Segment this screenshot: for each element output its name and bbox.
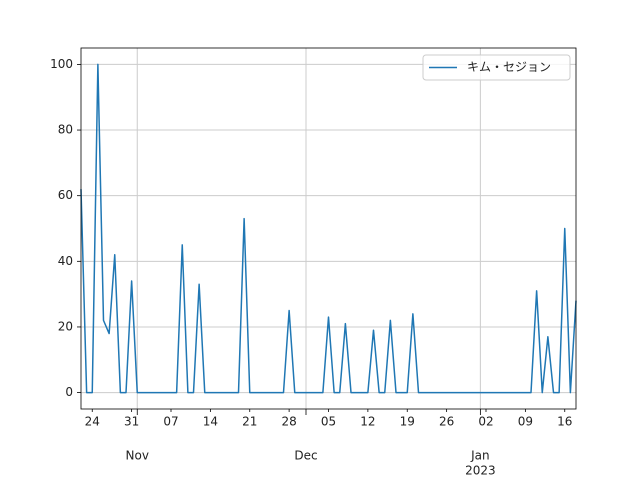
- x-tick-label: 21: [242, 415, 257, 429]
- legend: キム・セジョン: [422, 54, 571, 81]
- legend-label: キム・セジョン: [467, 60, 551, 74]
- x-tick-label: 07: [163, 415, 178, 429]
- y-tick-label: 40: [58, 254, 73, 268]
- y-tick-label: 60: [58, 188, 73, 202]
- x-tick-label: 26: [439, 415, 454, 429]
- x-major-label: Nov: [126, 449, 149, 463]
- x-tick-label: 05: [321, 415, 336, 429]
- x-tick-label: 14: [203, 415, 218, 429]
- x-tick-label: 16: [557, 415, 572, 429]
- plot-frame: [80, 47, 577, 410]
- data-line: [80, 63, 577, 394]
- x-year-label: 2023: [465, 464, 496, 478]
- x-tick-label: 02: [478, 415, 493, 429]
- x-tick-label: 24: [85, 415, 100, 429]
- y-tick-label: 0: [65, 385, 73, 399]
- y-tick-label: 20: [58, 319, 73, 333]
- x-major-label: Jan: [470, 449, 490, 463]
- x-tick-label: 12: [360, 415, 375, 429]
- y-tick-label: 80: [58, 123, 73, 137]
- x-tick-label: 09: [518, 415, 533, 429]
- x-tick-label: 31: [124, 415, 139, 429]
- y-tick-label: 100: [50, 57, 73, 71]
- x-major-label: Dec: [294, 449, 317, 463]
- x-tick-label: 28: [281, 415, 296, 429]
- x-tick-label: 19: [400, 415, 415, 429]
- legend-box: [422, 54, 571, 81]
